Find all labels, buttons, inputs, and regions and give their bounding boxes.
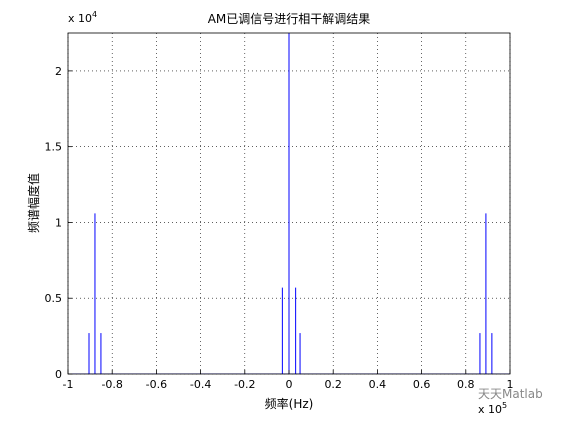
x-tick-label: -0.6 bbox=[146, 378, 167, 391]
x-axis-label: 频率(Hz) bbox=[265, 396, 314, 411]
x-tick-label: -1 bbox=[63, 378, 74, 391]
y-axis-label: 频谱幅度值 bbox=[26, 173, 41, 233]
x-tick-label: 0.6 bbox=[413, 378, 431, 391]
y-multiplier: x 104 bbox=[68, 10, 97, 25]
y-tick-label: 0 bbox=[55, 368, 62, 381]
y-multiplier-exponent: 4 bbox=[92, 10, 97, 19]
x-tick-label: 0 bbox=[286, 378, 293, 391]
x-multiplier: x 105 bbox=[478, 401, 507, 416]
chart-title: AM已调信号进行相干解调结果 bbox=[208, 12, 371, 26]
x-multiplier-base: x 10 bbox=[478, 403, 502, 416]
y-tick-label: 0.5 bbox=[45, 292, 63, 305]
y-tick-label: 1 bbox=[55, 216, 62, 229]
x-tick-label: 1 bbox=[507, 378, 514, 391]
x-tick-label: 0.2 bbox=[324, 378, 342, 391]
y-multiplier-base: x 10 bbox=[68, 12, 92, 25]
watermark: 天天Matlab bbox=[478, 387, 543, 401]
y-tick-label: 1.5 bbox=[45, 141, 63, 154]
y-tick-label: 2 bbox=[55, 65, 62, 78]
x-tick-label: 0.8 bbox=[457, 378, 475, 391]
marks bbox=[68, 33, 510, 374]
x-tick-label: 0.4 bbox=[369, 378, 387, 391]
x-multiplier-exponent: 5 bbox=[502, 401, 507, 410]
x-tick-label: -0.8 bbox=[101, 378, 122, 391]
x-tick-label: -0.2 bbox=[234, 378, 255, 391]
x-tick-label: -0.4 bbox=[190, 378, 211, 391]
